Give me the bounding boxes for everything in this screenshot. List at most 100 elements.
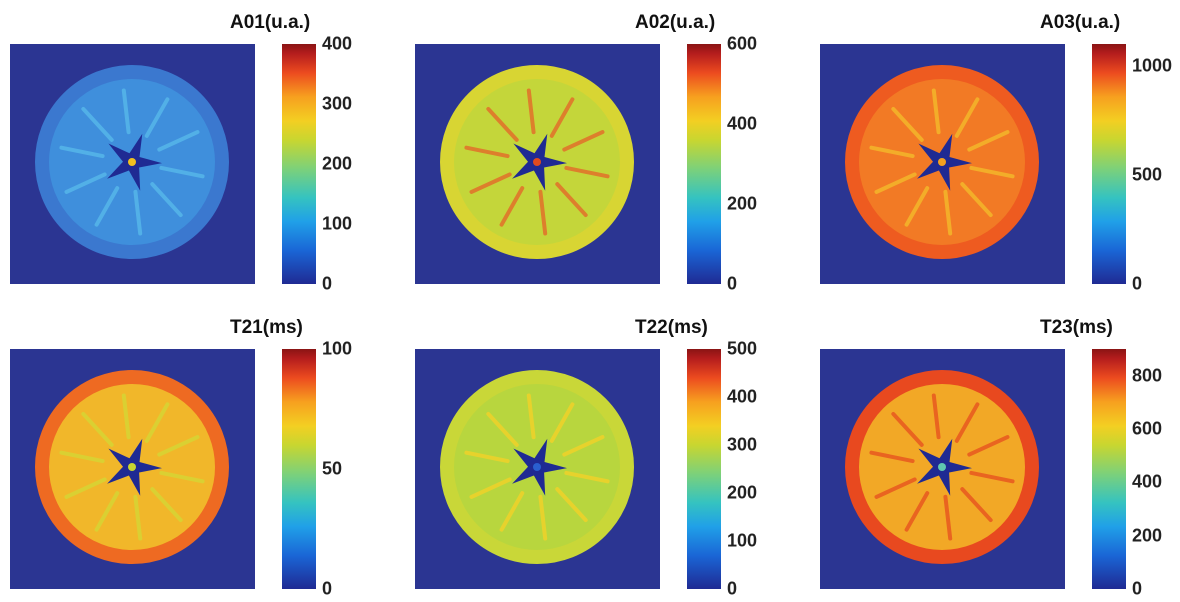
radial-feature [133,494,143,541]
center-spot [533,158,541,166]
radial-feature [960,182,993,218]
colorbar-tick-label: 200 [727,482,758,503]
radial-feature [499,186,525,227]
radial-feature [564,470,610,484]
colorbar-tick-label: 400 [727,386,758,407]
colorbar-tick-label: 500 [727,338,758,359]
radial-feature [469,172,512,194]
radial-feature [464,145,510,159]
map-panel: T22(ms) 500 400 300 200 100 0 [405,305,785,599]
colorbar-tick-label: 300 [727,434,758,455]
colorbar [1092,44,1126,284]
radial-feature [150,182,183,218]
colorbar-tick-label: 1000 [1132,55,1173,76]
parametric-map-image [415,44,660,284]
panel-title: T21(ms) [230,317,303,338]
colorbar-tick-label: 100 [322,338,353,359]
radial-feature [64,477,107,499]
colorbar [687,349,721,589]
radial-feature [159,165,205,179]
radial-feature [564,165,610,179]
panel-title: T22(ms) [635,317,708,338]
radial-feature [159,470,205,484]
colorbar-tick-label: 500 [1132,164,1163,185]
colorbar-tick-label: 100 [727,530,758,551]
panel-title: A02(u.a.) [635,12,716,33]
colorbar [687,44,721,284]
radial-feature [157,130,200,152]
radial-feature [150,487,183,523]
radial-feature [538,494,548,541]
radial-feature [931,393,941,440]
panel-title: A01(u.a.) [230,12,311,33]
colorbar-tick-label: 200 [1132,525,1163,546]
radial-feature [555,182,588,218]
parametric-map-image [820,44,1065,284]
radial-feature [81,411,114,447]
radial-feature [486,106,519,142]
colorbar-tick-label: 100 [322,213,353,234]
colorbar-tick-label: 0 [1132,578,1143,599]
parametric-map-image [820,349,1065,589]
radial-feature [549,402,575,443]
map-panel: A03(u.a.) 1000 500 0 [810,0,1180,294]
radial-feature [967,130,1010,152]
radial-feature [967,435,1010,457]
colorbar-tick-label: 400 [727,113,758,134]
radial-feature [969,165,1015,179]
colorbar [1092,349,1126,589]
colorbar-tick-label: 200 [322,153,353,174]
radial-feature [144,402,170,443]
radial-feature [469,477,512,499]
radial-feature [486,411,519,447]
colorbar-tick-label: 0 [322,273,333,294]
map-panel: A01(u.a.) 400 300 200 100 0 [0,0,380,294]
radial-feature [954,97,980,138]
radial-feature [549,97,575,138]
colorbar-tick-label: 800 [1132,365,1163,386]
radial-feature [555,487,588,523]
colorbar-tick-label: 600 [1132,418,1163,439]
radial-feature [144,97,170,138]
colorbar [282,44,316,284]
radial-feature [499,491,525,532]
radial-feature [121,393,131,440]
radial-feature [904,491,930,532]
radial-feature [538,189,548,236]
radial-feature [94,491,120,532]
radial-feature [157,435,200,457]
colorbar [282,349,316,589]
map-panel: A02(u.a.) 600 400 200 0 [405,0,785,294]
radial-feature [969,470,1015,484]
panel-title: A03(u.a.) [1040,12,1121,33]
radial-feature [943,494,953,541]
map-panel: T21(ms) 100 50 0 [0,305,380,599]
radial-feature [562,435,605,457]
colorbar-tick-label: 0 [727,578,738,599]
radial-feature [59,145,105,159]
colorbar-tick-label: 0 [727,273,738,294]
colorbar-tick-label: 0 [1132,273,1143,294]
colorbar-tick-label: 200 [727,193,758,214]
radial-feature [526,393,536,440]
parametric-map-image [10,44,255,284]
center-spot [128,463,136,471]
radial-feature [59,450,105,464]
colorbar-tick-label: 600 [727,33,758,54]
panel-title: T23(ms) [1040,317,1113,338]
colorbar-tick-label: 400 [1132,471,1163,492]
radial-feature [874,172,917,194]
radial-feature [133,189,143,236]
radial-feature [464,450,510,464]
radial-feature [64,172,107,194]
radial-feature [891,106,924,142]
radial-feature [81,106,114,142]
radial-feature [869,145,915,159]
radial-feature [562,130,605,152]
radial-feature [891,411,924,447]
radial-feature [874,477,917,499]
parametric-map-image [415,349,660,589]
radial-feature [960,487,993,523]
radial-feature [526,88,536,135]
map-panel: T23(ms) 800 600 400 200 0 [810,305,1180,599]
